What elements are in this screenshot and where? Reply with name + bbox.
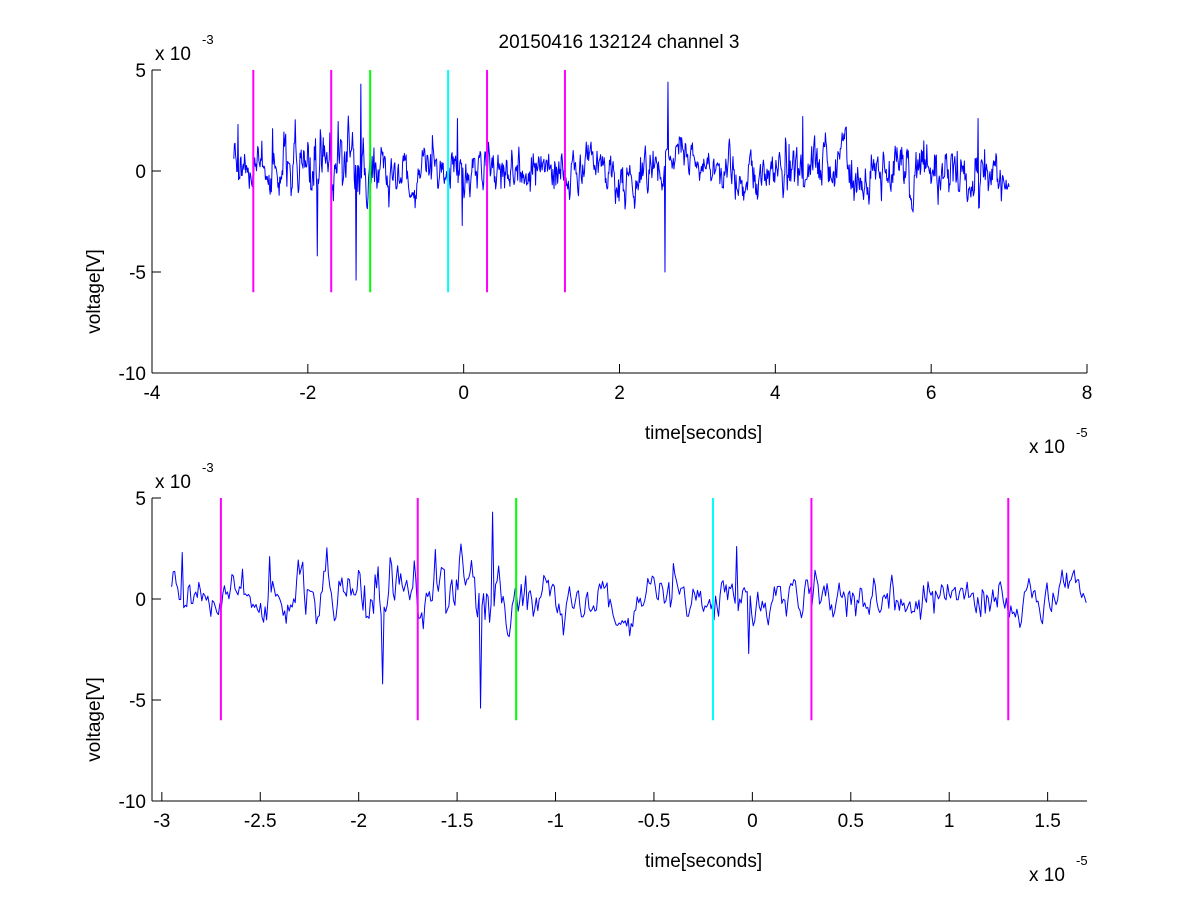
y-multiplier-exponent: -3 xyxy=(202,460,214,475)
y-tick-label: 0 xyxy=(135,590,146,611)
y-multiplier: x 10 xyxy=(155,44,191,65)
x-tick-label: 0.5 xyxy=(838,811,864,832)
x-tick-label: 1.5 xyxy=(1034,811,1060,832)
y-tick-label: 5 xyxy=(135,61,146,82)
y-tick-label: -10 xyxy=(119,364,146,385)
x-multiplier-exponent: -5 xyxy=(1076,425,1088,440)
x-tick-label: 0 xyxy=(747,811,758,832)
y-tick-label: -5 xyxy=(129,263,146,284)
y-multiplier-exponent: -3 xyxy=(202,32,214,47)
x-multiplier: x 10 xyxy=(1029,437,1065,458)
x-tick-label: 0 xyxy=(458,383,469,404)
y-axis-label: voltage[V] xyxy=(84,677,105,762)
x-axis-label: time[seconds] xyxy=(645,423,762,444)
y-multiplier: x 10 xyxy=(155,472,191,493)
y-tick-label: 0 xyxy=(135,162,146,183)
x-tick-label: 1 xyxy=(944,811,955,832)
x-tick-label: 8 xyxy=(1082,383,1093,404)
x-tick-label: -2 xyxy=(299,383,316,404)
y-tick-label: -10 xyxy=(119,792,146,813)
top-subplot: -4 -2 0 2 4 6 8 -10 -5 0 5 time[seconds] voltage[V] x… xyxy=(84,32,1092,458)
x-tick-label: -1 xyxy=(547,811,564,832)
y-axis-label: voltage[V] xyxy=(84,249,105,334)
x-axis-label: time[seconds] xyxy=(645,851,762,872)
x-tick-label: -3 xyxy=(153,811,170,832)
y-tick-label: -5 xyxy=(129,691,146,712)
x-tick-label: -4 xyxy=(144,383,161,404)
x-tick-label: -2 xyxy=(350,811,367,832)
x-multiplier-exponent: -5 xyxy=(1076,853,1088,868)
x-tick-label: -1.5 xyxy=(441,811,474,832)
x-tick-label: 6 xyxy=(926,383,937,404)
bottom-subplot: -3 -2.5 -2 -1.5 -1 -0.5 0 0.5 1 1.5 -10 -5 0 5 time[se… xyxy=(84,460,1088,886)
x-tick-label: -0.5 xyxy=(638,811,671,832)
x-tick-label: 2 xyxy=(614,383,625,404)
x-tick-label: 4 xyxy=(770,383,781,404)
x-tick-label: -2.5 xyxy=(244,811,277,832)
x-multiplier: x 10 xyxy=(1029,865,1065,886)
chart-title: 20150416 132124 channel 3 xyxy=(499,32,740,53)
y-tick-label: 5 xyxy=(135,489,146,510)
voltage-series-line xyxy=(233,81,1010,281)
voltage-series-line xyxy=(171,511,1087,709)
